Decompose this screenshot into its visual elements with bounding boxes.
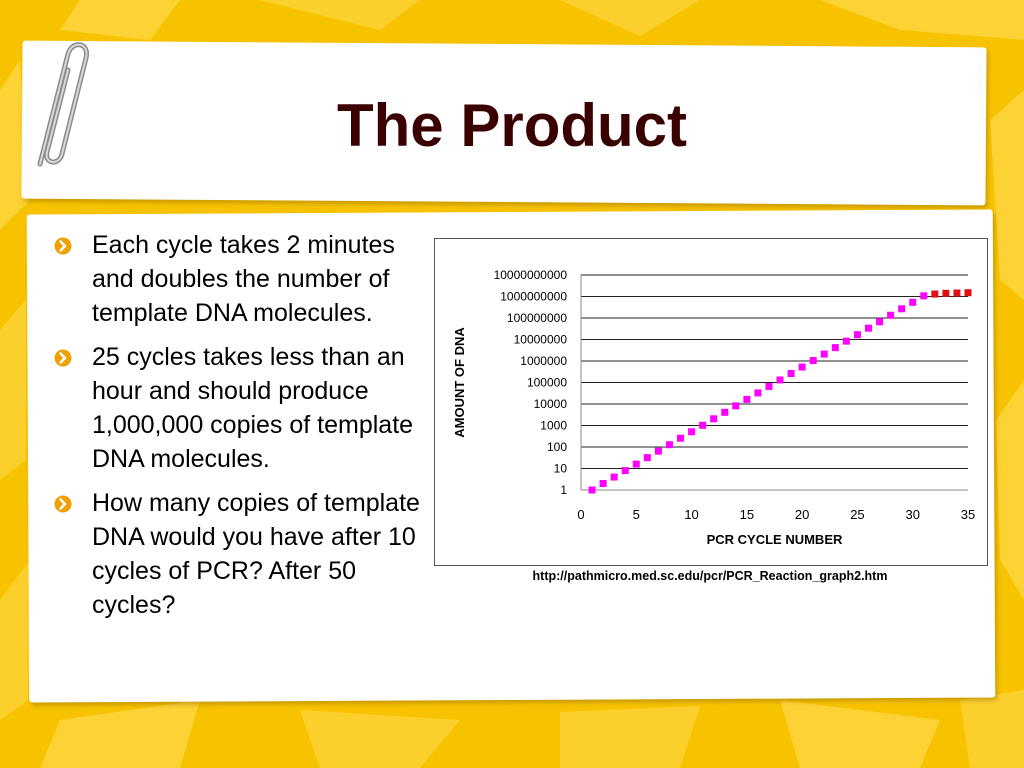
data-point: [920, 292, 928, 300]
data-point: [599, 480, 607, 488]
y-tick-label: 100: [547, 440, 567, 454]
slide-title: The Product: [336, 92, 687, 159]
x-tick-label: 10: [684, 507, 698, 522]
y-tick-label: 100000: [527, 376, 567, 390]
data-point: [842, 337, 850, 345]
y-tick-label: 10000000: [514, 333, 568, 347]
x-tick-label: 20: [795, 507, 809, 522]
bullet-text: How many copies of template DNA would yo…: [92, 489, 420, 619]
x-tick-label: 25: [850, 507, 864, 522]
bullet-text: Each cycle takes 2 minutes and doubles t…: [92, 231, 395, 327]
data-point: [909, 298, 917, 306]
pcr-chart: 1 10 100 1000 10000 100000 1000000 10000000 1000…: [434, 238, 988, 566]
y-tick-label: 1000000000: [500, 290, 567, 304]
circled-arrow-icon: [54, 349, 72, 367]
x-tick-label: 0: [577, 507, 584, 522]
circled-arrow-icon: [54, 495, 72, 513]
y-tick-label: 1000: [540, 419, 567, 433]
circled-arrow-icon: [54, 237, 72, 255]
data-point: [643, 454, 651, 462]
y-tick-label: 10000000000: [494, 268, 568, 282]
data-point: [732, 402, 740, 410]
chart-canvas: 1101001000100001000001000000100000001000…: [452, 268, 975, 547]
data-point: [964, 289, 972, 297]
data-point: [809, 357, 817, 365]
data-point: [887, 311, 895, 319]
y-tick-label: 100000000: [507, 311, 567, 325]
data-point: [688, 428, 696, 436]
data-point: [831, 344, 839, 352]
x-tick-label: 35: [961, 507, 975, 522]
x-axis-label: PCR CYCLE NUMBER: [707, 532, 843, 547]
data-point: [776, 376, 784, 384]
data-point: [931, 290, 939, 298]
x-tick-label: 30: [905, 507, 919, 522]
data-point: [721, 408, 729, 416]
data-point: [876, 318, 884, 326]
data-point: [765, 382, 773, 390]
data-point: [710, 415, 718, 423]
bullet-item: 25 cycles takes less than an hour and sh…: [50, 340, 420, 476]
data-point: [820, 350, 828, 358]
bullet-item: How many copies of template DNA would yo…: [50, 486, 420, 622]
y-tick-label: 1000000: [520, 354, 567, 368]
y-axis-label: AMOUNT OF DNA: [452, 327, 467, 438]
data-point: [942, 289, 950, 297]
data-point: [632, 460, 640, 468]
data-point: [853, 331, 861, 339]
bullet-text: 25 cycles takes less than an hour and sh…: [92, 343, 414, 473]
data-point: [864, 324, 872, 332]
y-tick-label: 1: [560, 483, 567, 497]
y-tick-label: 10000: [534, 397, 568, 411]
data-point: [787, 370, 795, 378]
data-point: [677, 434, 685, 442]
data-point: [665, 441, 673, 449]
source-link[interactable]: http://pathmicro.med.sc.edu/pcr/PCR_Reac…: [532, 569, 888, 583]
data-point: [743, 395, 751, 403]
data-point: [898, 305, 906, 313]
bullet-item: Each cycle takes 2 minutes and doubles t…: [50, 228, 420, 330]
data-point: [754, 389, 762, 397]
y-tick-label: 10: [554, 462, 568, 476]
paperclip-icon: [37, 42, 90, 167]
x-tick-label: 5: [633, 507, 640, 522]
data-point: [621, 467, 629, 475]
data-point: [798, 363, 806, 371]
data-point: [699, 421, 707, 429]
x-tick-label: 15: [740, 507, 754, 522]
data-point: [610, 473, 618, 481]
data-point: [654, 447, 662, 455]
data-point: [588, 486, 596, 494]
bullet-list: Each cycle takes 2 minutes and doubles t…: [50, 228, 420, 632]
data-point: [953, 289, 961, 297]
